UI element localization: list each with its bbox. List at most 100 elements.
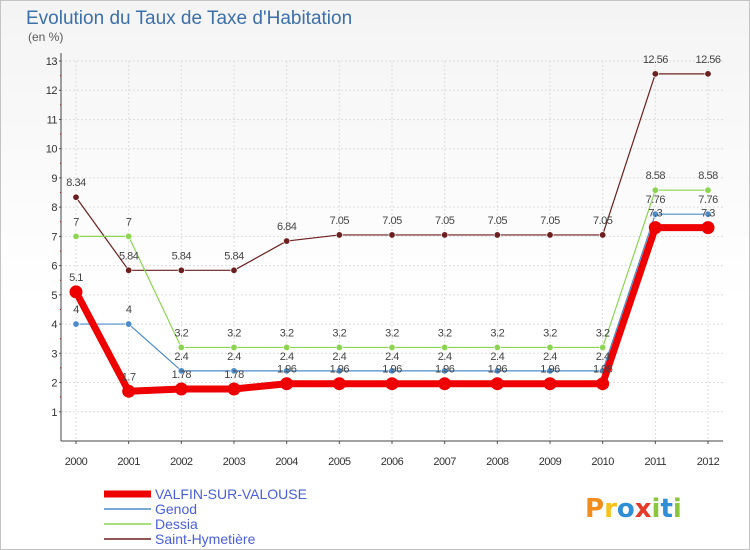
data-label: 2.4 — [174, 351, 188, 363]
x-tick-label: 2004 — [275, 456, 298, 468]
data-label: 7.05 — [382, 215, 402, 227]
data-point — [704, 70, 712, 78]
data-label: 5.84 — [119, 250, 139, 262]
data-label: 7.05 — [488, 215, 508, 227]
x-tick-label: 2009 — [539, 456, 562, 468]
data-label: 4 — [126, 304, 132, 316]
x-tick-label: 2001 — [117, 456, 140, 468]
data-point — [122, 384, 136, 398]
chart-subtitle: (en %) — [28, 30, 63, 44]
logo-letter: i — [673, 494, 682, 524]
data-label: 3.2 — [385, 327, 399, 339]
data-point — [493, 231, 501, 239]
data-label: 1.78 — [172, 369, 192, 381]
data-label: 3.2 — [438, 327, 452, 339]
data-label: 7.76 — [646, 194, 666, 206]
y-tick-label: 4 — [51, 319, 57, 331]
data-label: 7.05 — [593, 215, 613, 227]
x-tick-label: 2007 — [433, 456, 456, 468]
data-point — [227, 382, 241, 396]
data-point — [283, 367, 291, 375]
data-point — [388, 367, 396, 375]
x-tick-label: 2003 — [223, 456, 246, 468]
data-point — [546, 231, 554, 239]
data-label: 1.7 — [122, 371, 136, 383]
x-tick-label: 2012 — [697, 456, 720, 468]
logo-letter: x — [635, 494, 652, 524]
data-label: 5.1 — [69, 272, 83, 284]
data-point — [546, 343, 554, 351]
logo-letter: i — [652, 494, 661, 524]
data-label: 2.4 — [543, 351, 557, 363]
data-label: 8.34 — [66, 177, 86, 189]
data-point — [704, 210, 712, 218]
data-label: 7.05 — [330, 215, 350, 227]
data-label: 12.56 — [695, 54, 720, 66]
data-label: 2.4 — [596, 351, 610, 363]
data-label: 2.4 — [227, 351, 241, 363]
data-point — [651, 210, 659, 218]
data-point — [335, 343, 343, 351]
data-label: 2.4 — [385, 351, 399, 363]
data-point — [125, 320, 133, 328]
logo-letter: P — [585, 494, 604, 524]
data-labels: 5.1 1.7 1.78 1.78 1.96 1.96 1.96 1.96 1.96 1.96 1.… — [66, 54, 721, 383]
series-Dessia — [72, 186, 712, 351]
data-label: 8.58 — [698, 170, 718, 182]
data-point — [177, 367, 185, 375]
x-tick-label: 2002 — [170, 456, 193, 468]
series-Saint-Hymetière — [72, 70, 712, 274]
data-label: 7.3 — [701, 208, 715, 220]
data-label: 3.2 — [332, 327, 346, 339]
data-point — [125, 266, 133, 274]
data-point — [388, 343, 396, 351]
data-point — [280, 377, 294, 391]
data-label: 7.3 — [648, 208, 662, 220]
y-tick-label: 1 — [51, 407, 57, 419]
data-point — [441, 231, 449, 239]
data-label: 1.96 — [382, 364, 402, 376]
data-point — [651, 70, 659, 78]
legend-label: VALFIN-SUR-VALOUSE — [155, 486, 307, 502]
data-point — [599, 231, 607, 239]
data-point — [72, 232, 80, 240]
data-point — [701, 221, 715, 235]
x-tick-label: 2000 — [65, 456, 88, 468]
data-label: 3.2 — [596, 327, 610, 339]
data-point — [335, 367, 343, 375]
data-point — [332, 377, 346, 391]
data-label: 6.84 — [277, 221, 297, 233]
data-label: 1.96 — [277, 364, 297, 376]
x-tick-label: 2010 — [591, 456, 614, 468]
data-point — [388, 231, 396, 239]
data-label: 7.05 — [435, 215, 455, 227]
data-point — [493, 367, 501, 375]
data-point — [599, 343, 607, 351]
data-point — [72, 193, 80, 201]
legend-label: Genod — [155, 501, 197, 517]
data-point — [704, 186, 712, 194]
series-VALFIN-SUR-VALOUSE — [69, 221, 715, 398]
data-point — [490, 377, 504, 391]
x-tick-label: 2005 — [328, 456, 351, 468]
data-point — [546, 367, 554, 375]
data-label: 1.96 — [435, 364, 455, 376]
y-tick-label: 8 — [51, 202, 57, 214]
proxiti-logo-text: Proxiti — [585, 494, 682, 524]
data-label: 3.2 — [490, 327, 504, 339]
data-point — [125, 232, 133, 240]
data-label: 12.56 — [643, 54, 668, 66]
data-point — [283, 343, 291, 351]
chart-title: Evolution du Taux de Taxe d'Habitation — [26, 8, 352, 29]
data-point — [174, 382, 188, 396]
data-point — [441, 367, 449, 375]
data-label: 1.96 — [330, 364, 350, 376]
data-label: 2.4 — [280, 351, 294, 363]
data-label: 7.76 — [698, 194, 718, 206]
data-label: 2.4 — [332, 351, 346, 363]
data-point — [283, 237, 291, 245]
y-tick-label: 13 — [46, 56, 58, 68]
